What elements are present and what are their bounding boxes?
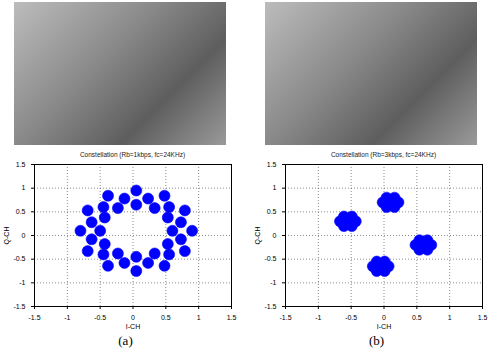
svg-text:-1: -1 (19, 279, 25, 286)
svg-text:-1.5: -1.5 (279, 314, 291, 321)
svg-text:-1: -1 (315, 314, 321, 321)
svg-text:1.5: 1.5 (267, 161, 277, 168)
svg-text:-0.5: -0.5 (264, 255, 276, 262)
svg-text:1.5: 1.5 (478, 314, 488, 321)
svg-text:Q-CH: Q-CH (254, 227, 262, 245)
svg-text:0: 0 (382, 314, 386, 321)
svg-text:-1.5: -1.5 (28, 314, 40, 321)
svg-text:-1: -1 (270, 279, 276, 286)
svg-text:Q-CH: Q-CH (3, 227, 11, 245)
svg-text:1: 1 (197, 314, 201, 321)
svg-text:I-CH: I-CH (377, 323, 391, 330)
svg-text:1: 1 (22, 184, 26, 191)
svg-text:0.5: 0.5 (267, 208, 277, 215)
svg-text:0: 0 (131, 314, 135, 321)
svg-text:-1: -1 (64, 314, 70, 321)
svg-text:0.5: 0.5 (16, 208, 26, 215)
html-text:Constellation (Rb=1kbps, fc=24: Constellation (Rb=1kbps, fc=24KHz) (79, 151, 186, 158)
svg-text:-0.5: -0.5 (13, 255, 25, 262)
svg-text:0.5: 0.5 (161, 314, 171, 321)
html-text:Constellation (Rb=3kbps, fc=24: Constellation (Rb=3kbps, fc=24KHz) (330, 151, 437, 158)
svg-text:-0.5: -0.5 (94, 314, 106, 321)
svg-text:-1.5: -1.5 (13, 303, 25, 310)
html-text:(b): (b) (368, 333, 385, 348)
svg-text:I-CH: I-CH (126, 323, 140, 330)
html-text:(a): (a) (118, 333, 133, 348)
svg-text:-0.5: -0.5 (345, 314, 357, 321)
svg-text:-1.5: -1.5 (264, 303, 276, 310)
svg-text:0: 0 (273, 232, 277, 239)
svg-text:1.5: 1.5 (16, 161, 26, 168)
svg-text:1.5: 1.5 (227, 314, 237, 321)
svg-text:1: 1 (448, 314, 452, 321)
svg-text:0.5: 0.5 (412, 314, 422, 321)
svg-text:1: 1 (273, 184, 277, 191)
svg-text:0: 0 (22, 232, 26, 239)
